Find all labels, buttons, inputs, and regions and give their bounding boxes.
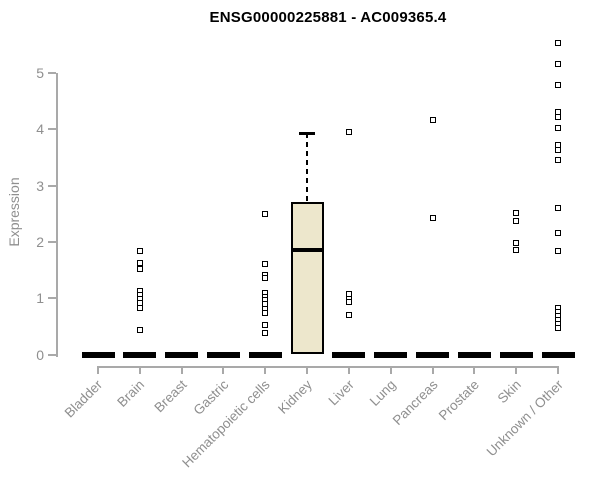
- outlier-point: [513, 218, 520, 225]
- outlier-point: [136, 260, 143, 267]
- x-axis-tick: [264, 368, 267, 374]
- x-axis-tick: [431, 368, 434, 374]
- outlier-point: [555, 81, 562, 88]
- y-axis-tick: [48, 128, 56, 131]
- outlier-point: [555, 205, 562, 212]
- y-axis-tick: [48, 353, 56, 356]
- outlier-point: [136, 305, 143, 312]
- outlier-point: [136, 266, 143, 273]
- y-tick-label: 1: [36, 290, 44, 307]
- x-tick-label: Gastric: [190, 377, 232, 418]
- box: [290, 202, 324, 355]
- outlier-point: [555, 40, 562, 47]
- x-tick-label: Liver: [325, 377, 357, 409]
- outlier-point: [555, 125, 562, 132]
- y-axis-tick: [48, 184, 56, 187]
- zero-bar: [499, 351, 533, 358]
- x-axis-tick: [180, 368, 183, 374]
- whisker-cap: [299, 132, 316, 135]
- outlier-point: [555, 325, 562, 332]
- outlier-point: [429, 215, 436, 222]
- outlier-point: [555, 248, 562, 255]
- y-tick-label: 5: [36, 65, 44, 81]
- zero-bar: [541, 351, 575, 358]
- x-tick-label: Prostate: [435, 377, 482, 424]
- outlier-point: [555, 157, 562, 164]
- outlier-point: [555, 146, 562, 153]
- x-axis-tick: [222, 368, 225, 374]
- outlier-point: [262, 322, 269, 329]
- y-tick-label: 0: [36, 346, 44, 363]
- x-tick-label: Lung: [366, 377, 399, 409]
- outlier-point: [555, 60, 562, 67]
- outlier-point: [345, 290, 352, 297]
- whisker-line: [306, 133, 309, 203]
- outlier-point: [262, 310, 269, 317]
- outlier-point: [262, 211, 269, 218]
- outlier-point: [136, 299, 143, 306]
- outlier-point: [513, 210, 520, 217]
- chart-title: ENSG00000225881 - AC009365.4: [209, 9, 447, 26]
- zero-bar: [457, 351, 491, 358]
- box-median-line: [290, 248, 324, 253]
- y-axis-line: [56, 73, 58, 357]
- outlier-point: [345, 311, 352, 318]
- outlier-point: [555, 230, 562, 237]
- x-tick-label: Unknown / Other: [483, 377, 566, 460]
- x-axis-tick: [138, 368, 141, 374]
- zero-bar: [123, 351, 157, 358]
- y-axis-tick: [48, 240, 56, 243]
- zero-bar: [332, 351, 366, 358]
- y-tick-label: 2: [36, 233, 44, 250]
- x-tick-label: Skin: [494, 377, 524, 407]
- y-tick-label: 4: [36, 121, 44, 138]
- outlier-point: [513, 240, 520, 247]
- x-axis-tick: [347, 368, 350, 374]
- x-tick-label: Kidney: [274, 377, 315, 417]
- outlier-point: [262, 275, 269, 282]
- x-tick-label: Bladder: [62, 377, 106, 421]
- outlier-point: [513, 247, 520, 254]
- x-axis-tick: [306, 368, 309, 374]
- y-axis-tick: [48, 72, 56, 74]
- y-tick-label: 3: [36, 177, 44, 194]
- outlier-point: [262, 261, 269, 268]
- y-axis-tick: [48, 297, 56, 300]
- zero-bar: [374, 351, 408, 358]
- x-axis-tick: [557, 368, 560, 374]
- zero-bar: [81, 351, 115, 358]
- zero-bar: [248, 351, 282, 358]
- outlier-point: [345, 129, 352, 136]
- x-axis-tick: [473, 368, 476, 374]
- outlier-point: [429, 117, 436, 124]
- x-tick-label: Breast: [151, 377, 190, 416]
- x-axis-tick: [389, 368, 392, 374]
- zero-bar: [206, 351, 240, 358]
- x-axis-tick: [97, 368, 99, 374]
- outlier-point: [555, 113, 562, 120]
- x-tick-label: Pancreas: [389, 377, 441, 428]
- x-tick-label: Brain: [114, 377, 148, 410]
- outlier-point: [136, 248, 143, 255]
- outlier-point: [345, 299, 352, 306]
- zero-bar: [416, 351, 450, 358]
- outlier-point: [136, 326, 143, 333]
- x-axis-line: [97, 366, 560, 368]
- outlier-point: [262, 329, 269, 336]
- x-axis-tick: [515, 368, 518, 374]
- zero-bar: [165, 351, 199, 358]
